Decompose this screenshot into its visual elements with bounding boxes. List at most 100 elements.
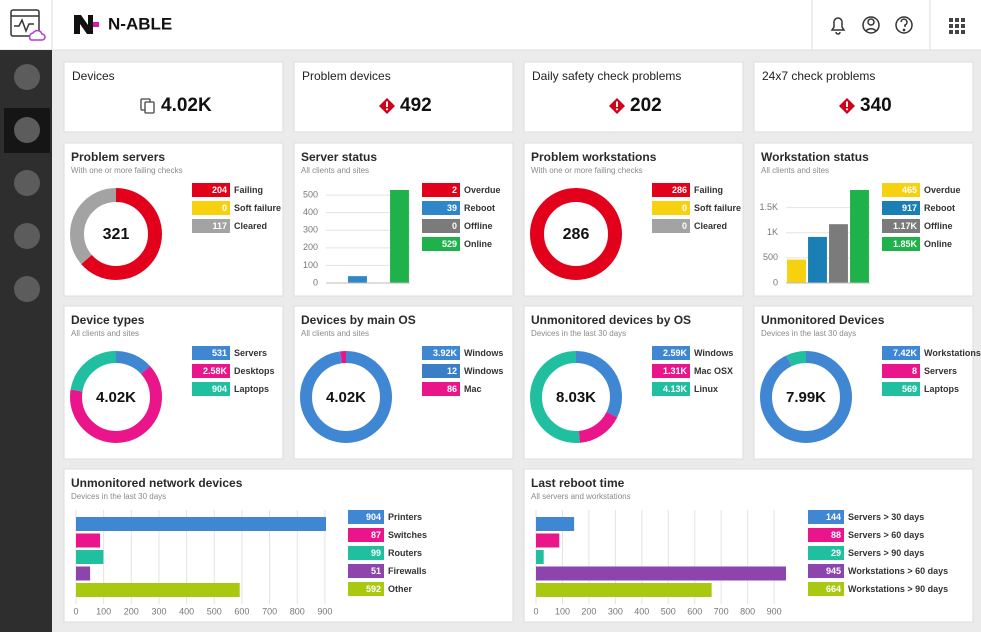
legend-swatch bbox=[422, 219, 460, 233]
legend-swatch bbox=[192, 219, 230, 233]
legend-label: Laptops bbox=[234, 384, 269, 394]
x-tick-label: 600 bbox=[687, 606, 702, 616]
widget-subtitle: All servers and workstations bbox=[531, 492, 631, 501]
legend-label: Reboot bbox=[924, 203, 955, 213]
widget-title: Devices by main OS bbox=[301, 313, 416, 327]
nav-item[interactable] bbox=[14, 170, 40, 196]
legend-label: Offline bbox=[464, 221, 493, 231]
legend-value: 117 bbox=[212, 221, 227, 231]
y-tick-label: 300 bbox=[303, 225, 318, 235]
legend-label: Other bbox=[388, 584, 413, 594]
kpi-title: Devices bbox=[72, 69, 115, 83]
legend-value: 569 bbox=[902, 384, 917, 394]
kpi-title: 24x7 check problems bbox=[762, 69, 875, 83]
legend-value: 286 bbox=[672, 185, 687, 195]
legend-value: 0 bbox=[222, 203, 227, 213]
card bbox=[63, 61, 284, 133]
donut-center: 321 bbox=[103, 226, 130, 243]
notifications-icon[interactable] bbox=[830, 17, 846, 35]
legend-value: 0 bbox=[452, 221, 457, 231]
legend-label: Failing bbox=[234, 185, 263, 195]
bar bbox=[76, 566, 91, 581]
donut-segment bbox=[760, 351, 852, 443]
legend-label: Windows bbox=[464, 366, 503, 376]
legend-swatch bbox=[192, 346, 230, 360]
legend-label: Soft failure bbox=[694, 203, 741, 213]
legend-swatch bbox=[882, 364, 920, 378]
alert-mark bbox=[615, 108, 619, 111]
legend-swatch bbox=[348, 528, 384, 542]
legend-value: 592 bbox=[366, 584, 381, 594]
device-icon bbox=[140, 98, 155, 114]
y-tick-label: 1K bbox=[767, 227, 778, 237]
legend-swatch bbox=[808, 564, 844, 578]
widget-subtitle: Devices in the last 30 days bbox=[761, 329, 856, 338]
legend-swatch bbox=[422, 364, 460, 378]
legend-value: 1.85K bbox=[893, 239, 918, 249]
alert-mark bbox=[386, 101, 388, 107]
app-icon[interactable] bbox=[10, 9, 46, 41]
legend-value: 88 bbox=[831, 530, 841, 540]
legend-swatch bbox=[652, 364, 690, 378]
y-tick-label: 0 bbox=[313, 277, 318, 287]
legend-swatch bbox=[652, 183, 690, 197]
legend-swatch bbox=[192, 364, 230, 378]
legend-value: 945 bbox=[826, 566, 841, 576]
widget-subtitle: All clients and sites bbox=[761, 166, 829, 175]
legend-label: Workstations bbox=[924, 348, 981, 358]
widget-title: Last reboot time bbox=[531, 476, 625, 490]
legend-label: Online bbox=[464, 239, 492, 249]
legend-swatch bbox=[348, 510, 384, 524]
kpi-title: Problem devices bbox=[302, 69, 391, 83]
legend-label: Workstations > 60 days bbox=[848, 566, 948, 576]
bar bbox=[850, 190, 869, 283]
nav-item[interactable] bbox=[14, 276, 40, 302]
legend-label: Servers > 90 days bbox=[848, 548, 924, 558]
card bbox=[523, 61, 744, 133]
widget-title: Unmonitored network devices bbox=[71, 476, 243, 490]
donut-segment bbox=[530, 188, 622, 280]
legend-value: 29 bbox=[831, 548, 841, 558]
legend-value: 8 bbox=[912, 366, 917, 376]
nav-item[interactable] bbox=[14, 64, 40, 90]
x-tick-label: 500 bbox=[207, 606, 222, 616]
nav-item[interactable] bbox=[14, 223, 40, 249]
y-tick-label: 200 bbox=[303, 242, 318, 252]
legend-value: 664 bbox=[826, 584, 841, 594]
y-tick-label: 0 bbox=[773, 277, 778, 287]
donut-segment bbox=[530, 351, 622, 443]
legend-swatch bbox=[652, 346, 690, 360]
bar bbox=[536, 550, 544, 564]
legend-value: 904 bbox=[212, 384, 227, 394]
nav-item[interactable] bbox=[14, 117, 40, 143]
x-tick-label: 400 bbox=[179, 606, 194, 616]
legend-label: Switches bbox=[388, 530, 427, 540]
legend-label: Servers > 30 days bbox=[848, 512, 924, 522]
legend-label: Overdue bbox=[464, 185, 501, 195]
apps-icon[interactable] bbox=[949, 18, 965, 34]
x-tick-label: 0 bbox=[73, 606, 78, 616]
help-icon[interactable] bbox=[895, 16, 913, 34]
widget-title: Workstation status bbox=[761, 150, 869, 164]
account-icon[interactable] bbox=[862, 16, 880, 34]
legend-label: Servers bbox=[924, 366, 957, 376]
x-tick-label: 300 bbox=[608, 606, 623, 616]
legend-value: 531 bbox=[212, 348, 227, 358]
legend-label: Reboot bbox=[464, 203, 495, 213]
x-tick-label: 800 bbox=[290, 606, 305, 616]
y-tick-label: 500 bbox=[763, 252, 778, 262]
card bbox=[293, 61, 514, 133]
legend-swatch bbox=[882, 183, 920, 197]
legend-value: 0 bbox=[682, 203, 687, 213]
x-tick-label: 0 bbox=[533, 606, 538, 616]
widget-subtitle: Devices in the last 30 days bbox=[531, 329, 626, 338]
legend-label: Offline bbox=[924, 221, 953, 231]
x-tick-label: 200 bbox=[124, 606, 139, 616]
x-tick-label: 500 bbox=[661, 606, 676, 616]
bar bbox=[348, 276, 367, 283]
legend-value: 39 bbox=[447, 203, 457, 213]
widget-title: Problem servers bbox=[71, 150, 165, 164]
legend-label: Firewalls bbox=[388, 566, 427, 576]
x-tick-label: 700 bbox=[714, 606, 729, 616]
widget-subtitle: All clients and sites bbox=[301, 166, 369, 175]
